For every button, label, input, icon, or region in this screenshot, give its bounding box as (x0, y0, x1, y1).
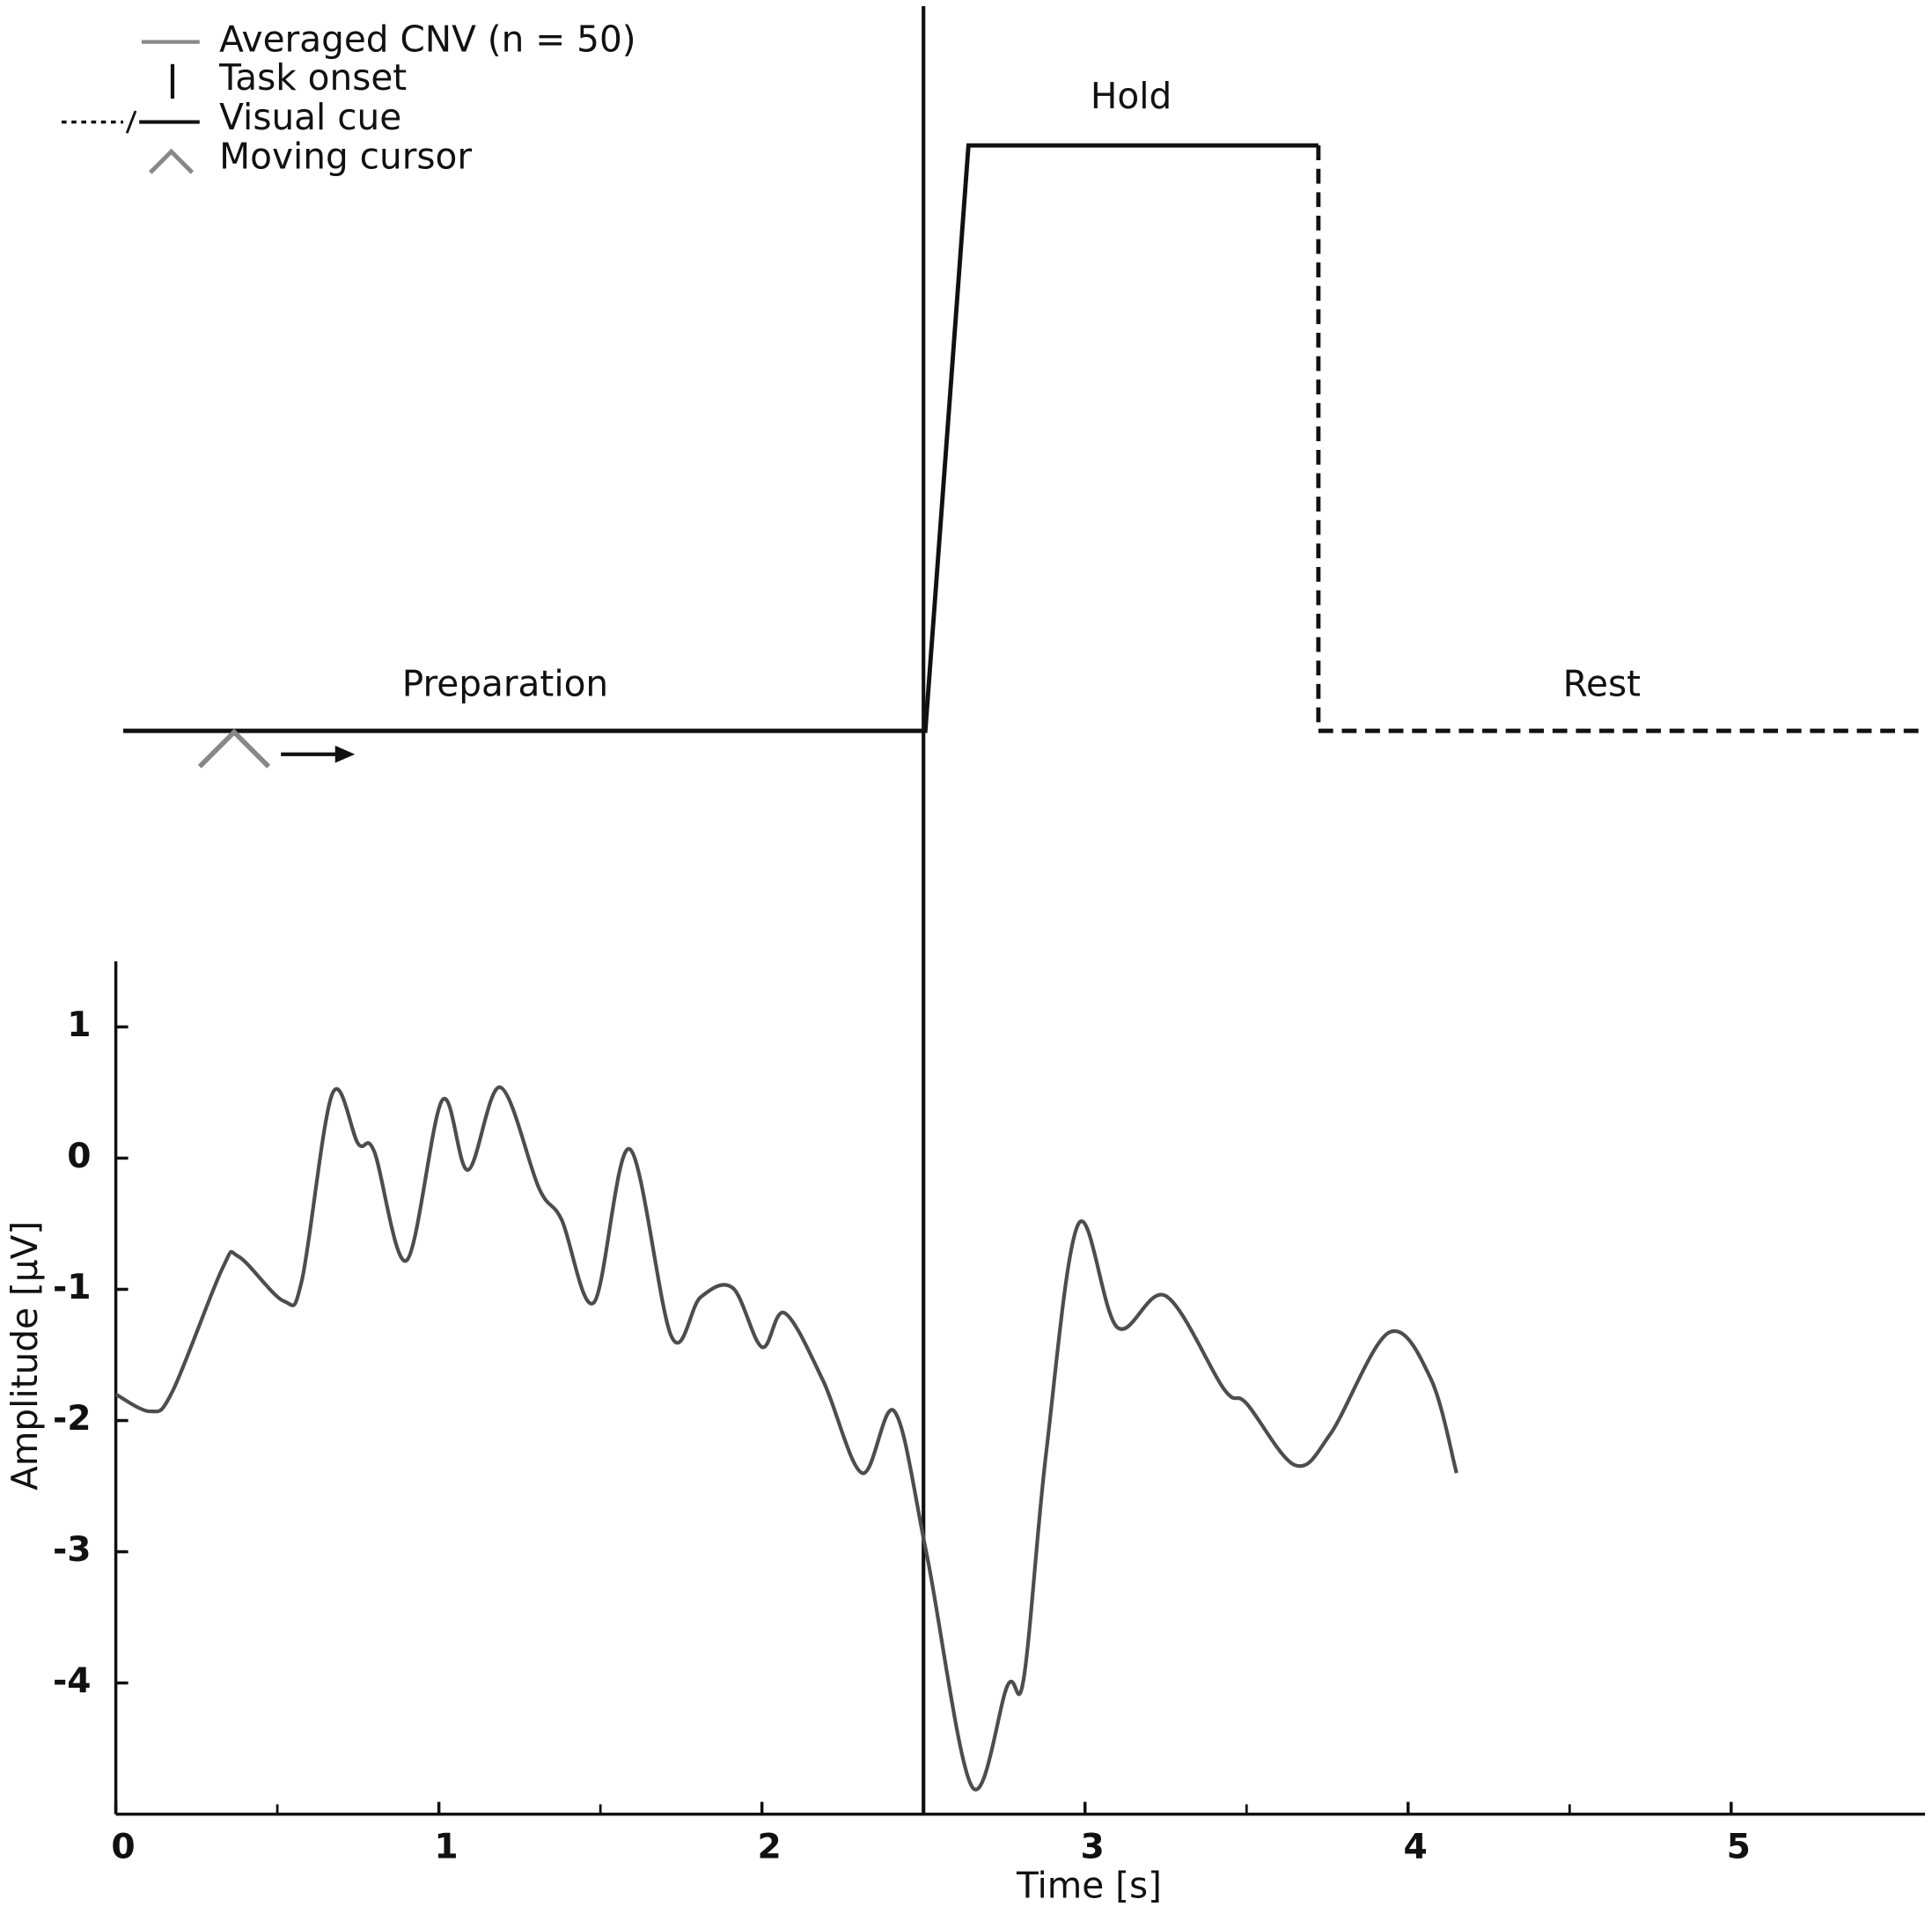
phase-label: Rest (1563, 663, 1641, 705)
arrow-head (334, 745, 356, 763)
cursor (197, 728, 271, 769)
x-tick-label: 1 (434, 1827, 458, 1866)
legend-label: Moving cursor (219, 136, 472, 178)
y-tick-label: 1 (67, 1005, 91, 1045)
y-tick-label: 0 (67, 1137, 91, 1176)
y-tick-label: -3 (53, 1530, 92, 1570)
cnv-line (114, 1085, 1458, 1792)
x-axis-label: Time [s] (1016, 1865, 1162, 1907)
visual-cue (122, 143, 1925, 733)
cue-dashed (1316, 145, 1925, 733)
y-tick-label: -1 (53, 1268, 92, 1307)
legend-label: Visual cue (219, 96, 401, 138)
y-axis-label: Amplitude [µV] (4, 1221, 46, 1491)
x-tick-label: 3 (1080, 1827, 1104, 1866)
legend-swatch (125, 110, 137, 134)
x-tick-label: 5 (1727, 1827, 1751, 1866)
legend-label: Averaged CNV (n = 50) (219, 18, 635, 61)
phase-label: Preparation (402, 663, 608, 705)
phase-label: Hold (1091, 75, 1172, 117)
y-tick-label: -2 (53, 1399, 92, 1439)
legend-label: Task onset (218, 56, 407, 99)
x-tick-label: 4 (1404, 1827, 1428, 1866)
y-tick-label: -4 (53, 1661, 92, 1701)
x-tick-label: 2 (757, 1827, 781, 1866)
x-tick-label: 0 (111, 1827, 135, 1866)
legend-swatch (149, 148, 195, 174)
cue-solid (122, 143, 1319, 733)
legend: Averaged CNV (n = 50) Task onset Visual … (61, 18, 636, 178)
